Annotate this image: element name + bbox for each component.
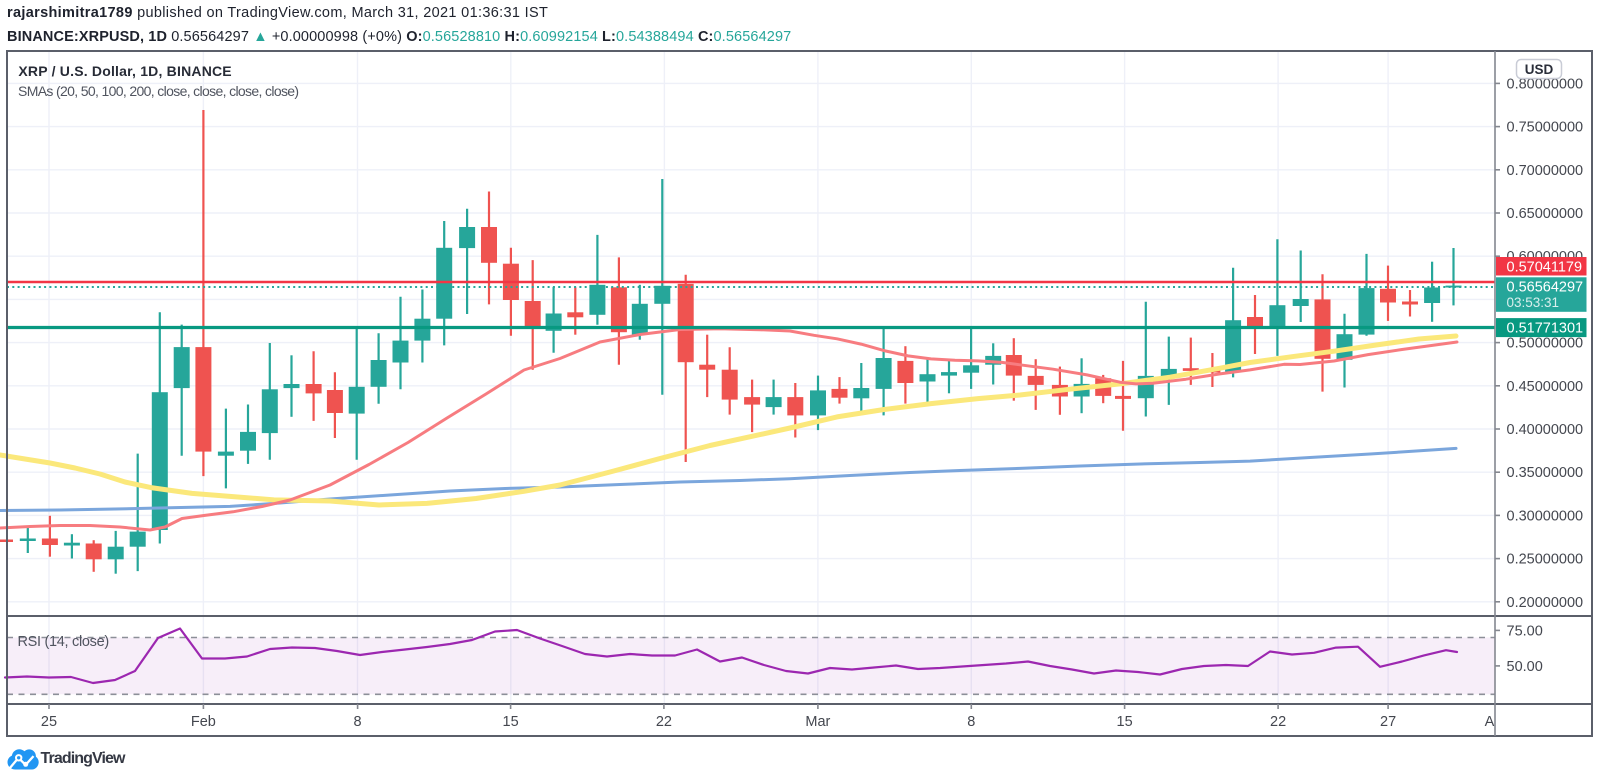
svg-text:15: 15 bbox=[1117, 714, 1133, 730]
svg-text:XRP / U.S. Dollar, 1D, BINANCE: XRP / U.S. Dollar, 1D, BINANCE bbox=[18, 63, 231, 79]
svg-text:0.35000000: 0.35000000 bbox=[1507, 465, 1584, 481]
svg-text:0.57041179: 0.57041179 bbox=[1507, 259, 1583, 275]
svg-text:0.40000000: 0.40000000 bbox=[1507, 422, 1584, 438]
svg-text:8: 8 bbox=[354, 714, 362, 730]
svg-text:0.51771301: 0.51771301 bbox=[1507, 321, 1584, 337]
svg-text:0.20000000: 0.20000000 bbox=[1507, 595, 1584, 611]
svg-text:22: 22 bbox=[656, 714, 672, 730]
svg-text:Feb: Feb bbox=[191, 714, 216, 730]
svg-text:15: 15 bbox=[503, 714, 519, 730]
svg-text:22: 22 bbox=[1270, 714, 1286, 730]
svg-text:0.25000000: 0.25000000 bbox=[1507, 552, 1584, 568]
svg-text:0.80000000: 0.80000000 bbox=[1507, 76, 1584, 92]
svg-text:25: 25 bbox=[41, 714, 57, 730]
svg-text:0.30000000: 0.30000000 bbox=[1507, 508, 1584, 524]
svg-text:0.75000000: 0.75000000 bbox=[1507, 120, 1584, 136]
svg-text:8: 8 bbox=[967, 714, 975, 730]
svg-text:0.45000000: 0.45000000 bbox=[1507, 379, 1584, 395]
svg-text:Mar: Mar bbox=[805, 714, 830, 730]
svg-text:SMAs (20, 50, 100, 200, close,: SMAs (20, 50, 100, 200, close, close, cl… bbox=[18, 83, 298, 99]
svg-text:RSI (14, close): RSI (14, close) bbox=[18, 634, 109, 650]
svg-text:A: A bbox=[1485, 714, 1495, 730]
svg-text:USD: USD bbox=[1525, 62, 1554, 77]
svg-text:03:53:31: 03:53:31 bbox=[1507, 295, 1560, 310]
svg-text:0.70000000: 0.70000000 bbox=[1507, 163, 1584, 179]
svg-text:0.50000000: 0.50000000 bbox=[1507, 336, 1584, 352]
svg-text:27: 27 bbox=[1380, 714, 1396, 730]
svg-text:0.56564297: 0.56564297 bbox=[1507, 279, 1584, 295]
svg-text:75.00: 75.00 bbox=[1507, 623, 1543, 639]
svg-text:50.00: 50.00 bbox=[1507, 659, 1543, 675]
svg-text:0.65000000: 0.65000000 bbox=[1507, 206, 1584, 222]
